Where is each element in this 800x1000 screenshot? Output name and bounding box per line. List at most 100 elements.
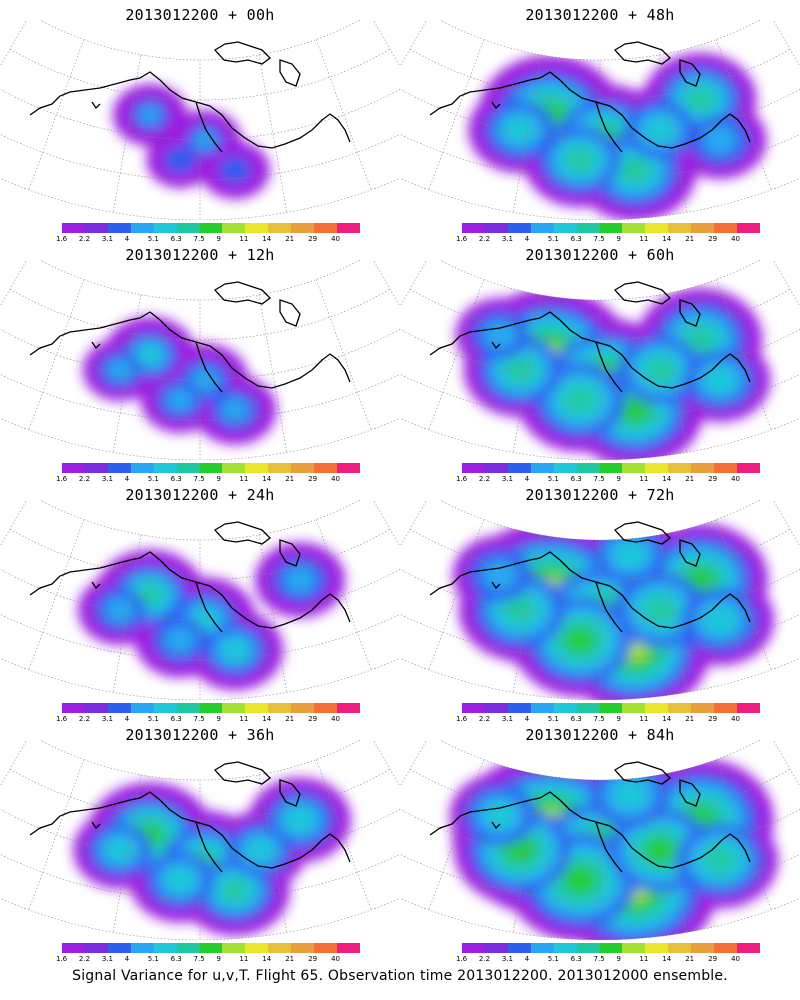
colorbar-swatch [714, 223, 738, 233]
colorbar-swatch [153, 943, 177, 953]
graticule [0, 39, 400, 220]
variance-contour [646, 358, 674, 382]
panel-title: 2013012200 + 84h [525, 726, 675, 744]
colorbar-label: 7.5 [593, 235, 605, 243]
colorbar-swatch [314, 223, 338, 233]
colorbar-labels: 1.6 2.2 3.1 4 5.1 6.3 7.5 9 11 14 21 29 40 [54, 475, 394, 485]
variance-contour [703, 606, 737, 634]
variance-contour [705, 847, 735, 873]
colorbar-label: 6.3 [170, 235, 182, 243]
colorbar-swatch [530, 943, 554, 953]
variance-contour [621, 398, 649, 422]
colorbar-label: 29 [708, 715, 718, 723]
colorbar-label: 3.1 [101, 235, 113, 243]
colorbar-labels: 1.6 2.2 3.1 4 5.1 6.3 7.5 9 11 14 21 29 40 [54, 715, 394, 725]
colorbar-swatch [484, 463, 508, 473]
variance-contour [219, 156, 251, 184]
colorbar-label: 29 [708, 235, 718, 243]
colorbar-label: 4 [124, 715, 130, 723]
colorbar-label: 3.1 [101, 475, 113, 483]
colorbar-label: 3.1 [501, 955, 513, 963]
colorbar [462, 703, 760, 713]
colorbar-swatch [153, 223, 177, 233]
colorbar-swatch [576, 463, 600, 473]
colorbar-label: 21 [685, 715, 695, 723]
colorbar-label: 40 [731, 475, 740, 483]
colorbar-swatch [462, 463, 485, 473]
variance-contour [564, 387, 596, 413]
colorbar-label: 11 [639, 955, 649, 963]
coastlines [29, 281, 351, 393]
colorbar-label: 14 [262, 715, 272, 723]
coastlines [429, 41, 751, 153]
colorbar [62, 703, 360, 713]
colorbar-swatch [668, 463, 692, 473]
colorbar-label: 4 [524, 235, 530, 243]
colorbar-swatch [714, 943, 738, 953]
colorbar-label: 5.1 [547, 715, 559, 723]
colorbar-label: 5.1 [547, 235, 559, 243]
colorbar-label: 40 [731, 955, 740, 963]
variance-contour [684, 327, 716, 353]
colorbar-label: 9 [616, 235, 621, 243]
colorbar-swatch [599, 463, 623, 473]
colorbar-swatch [507, 463, 531, 473]
colorbar-swatch [622, 703, 646, 713]
colorbar-swatch [84, 223, 108, 233]
colorbar-label: 40 [331, 235, 340, 243]
variance-contour [506, 358, 534, 382]
variance-contour [222, 879, 248, 901]
colorbar-swatch [84, 943, 108, 953]
colorbar-labels: 1.6 2.2 3.1 4 5.1 6.3 7.5 9 11 14 21 29 40 [454, 715, 794, 725]
colorbar-swatch [668, 703, 692, 713]
variance-contour [246, 838, 274, 862]
map-panel: 2013012200 + 72h 1.6 2.2 3.1 4 5.1 6.3 7.5 9 11 14… [400, 480, 800, 723]
colorbar-swatch [737, 703, 760, 713]
colorbar-label: 7.5 [593, 475, 605, 483]
colorbar-swatch [462, 943, 485, 953]
colorbar-swatch [645, 463, 669, 473]
map-plot [400, 740, 800, 940]
colorbar-swatch [199, 943, 223, 953]
colorbar-swatch [176, 943, 200, 953]
colorbar-swatch [668, 943, 692, 953]
panel-title: 2013012200 + 24h [125, 486, 275, 504]
graticule [0, 519, 400, 700]
coastlines [29, 761, 351, 873]
colorbar-label: 29 [308, 715, 318, 723]
colorbar-swatch [714, 703, 738, 713]
colorbar-swatch [107, 703, 131, 713]
graticule [400, 279, 800, 460]
variance-contour [686, 88, 714, 112]
colorbar-labels: 1.6 2.2 3.1 4 5.1 6.3 7.5 9 11 14 21 29 40 [454, 235, 794, 245]
colorbar-label: 2.2 [478, 235, 491, 243]
variance-contour [704, 367, 736, 393]
colorbar-swatch [668, 223, 692, 233]
colorbar-label: 1.6 [56, 235, 68, 243]
colorbar-swatch [130, 223, 154, 233]
colorbar-label: 1.6 [456, 955, 468, 963]
colorbar-label: 11 [639, 715, 649, 723]
colorbar-label: 5.1 [147, 475, 159, 483]
colorbar-swatch [462, 223, 485, 233]
colorbar-swatch [576, 943, 600, 953]
colorbar-swatch [484, 943, 508, 953]
variance-contour [106, 838, 134, 862]
colorbar-swatch [530, 703, 554, 713]
colorbar-label: 40 [331, 715, 340, 723]
variance-contour [614, 542, 646, 568]
colorbar-label: 1.6 [456, 715, 468, 723]
colorbar-label: 9 [616, 715, 621, 723]
map-panel: 2013012200 + 00h 1.6 2.2 3.1 4 5.1 6.3 7.5 9 11 14… [0, 0, 400, 243]
colorbar-swatch [130, 943, 154, 953]
colorbar-swatch [337, 463, 360, 473]
colorbar-swatch [245, 463, 269, 473]
colorbar-swatch [176, 463, 200, 473]
variance-contour [138, 585, 162, 605]
variance-contour [644, 597, 676, 623]
colorbar-label: 21 [285, 235, 295, 243]
colorbar-label: 9 [216, 475, 221, 483]
colorbar-label: 3.1 [501, 475, 513, 483]
colorbar-swatch [337, 223, 360, 233]
colorbar-label: 9 [216, 235, 221, 243]
